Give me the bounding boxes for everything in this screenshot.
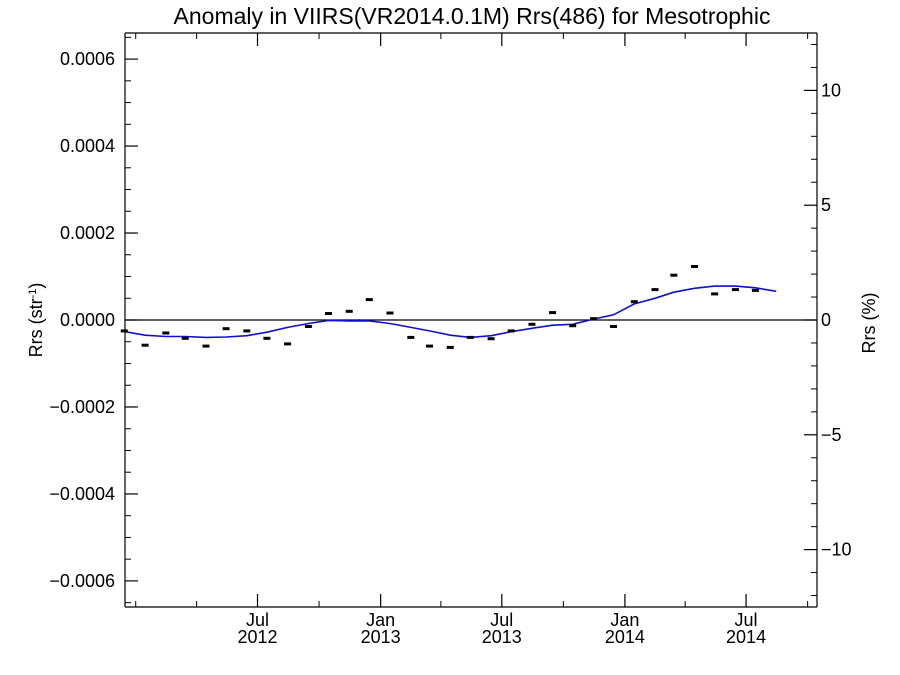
anomaly-marker	[243, 329, 251, 333]
anomaly-marker	[528, 322, 536, 326]
x-tick-year-label: 2012	[237, 627, 277, 647]
anomaly-marker	[670, 273, 678, 277]
anomaly-marker	[426, 344, 433, 348]
left-tick-label: 0.0000	[60, 310, 115, 330]
anomaly-marker	[630, 300, 638, 304]
anomaly-marker	[487, 337, 495, 341]
anomaly-marker	[651, 288, 659, 292]
anomaly-marker	[569, 324, 577, 328]
smoothed-anomaly-series	[124, 285, 777, 339]
left-tick-label: −0.0004	[49, 484, 115, 504]
anomaly-marker	[466, 335, 474, 339]
anomaly-marker	[549, 311, 557, 315]
right-tick-label: 10	[821, 80, 841, 100]
anomaly-marker	[731, 288, 739, 292]
x-tick-month-label: Jul	[490, 610, 513, 630]
anomaly-marker	[610, 325, 617, 328]
anomaly-marker	[202, 344, 210, 348]
anomaly-marker	[345, 309, 353, 313]
x-tick-year-label: 2013	[361, 627, 401, 647]
x-tick-year-label: 2013	[482, 627, 522, 647]
anomaly-marker	[507, 329, 515, 333]
x-tick-month-label: Jan	[610, 610, 639, 630]
anomaly-marker	[691, 265, 698, 268]
x-tick-year-label: 2014	[726, 627, 766, 647]
anomaly-marker	[590, 317, 597, 321]
right-tick-label: −10	[821, 540, 852, 560]
left-axis-title-base: Rrs (str	[26, 298, 46, 357]
x-tick-month-label: Jul	[735, 610, 758, 630]
x-tick-month-label: Jul	[246, 610, 269, 630]
anomaly-marker	[120, 329, 128, 333]
left-tick-label: 0.0002	[60, 223, 115, 243]
anomaly-marker	[141, 343, 149, 347]
right-tick-label: 0	[821, 310, 831, 330]
left-tick-label: −0.0006	[49, 571, 115, 591]
anomaly-marker	[446, 345, 454, 349]
anomaly-marker	[365, 298, 373, 302]
left-tick-label: 0.0004	[60, 136, 115, 156]
left-axis-title: Rrs (str-1)	[26, 283, 46, 358]
anomaly-marker	[162, 331, 170, 335]
anomaly-marker	[284, 342, 292, 346]
anomaly-marker	[751, 288, 759, 292]
anomaly-marker	[181, 336, 189, 340]
anomaly-marker	[263, 336, 271, 340]
monthly-anomaly-series	[120, 265, 759, 349]
x-tick-month-label: Jan	[366, 610, 395, 630]
x-tick-year-label: 2014	[605, 627, 645, 647]
left-tick-label: −0.0002	[49, 397, 115, 417]
anomaly-marker	[711, 292, 719, 296]
left-axis-title-close: )	[26, 283, 46, 289]
anomaly-marker	[222, 327, 230, 331]
right-tick-label: 5	[821, 195, 831, 215]
chart-title: Anomaly in VIIRS(VR2014.0.1M) Rrs(486) f…	[174, 3, 771, 29]
right-tick-label: −5	[821, 425, 842, 445]
right-axis-title: Rrs (%)	[859, 293, 879, 354]
left-tick-label: 0.0006	[60, 49, 115, 69]
left-axis-title-superscript: -1	[27, 289, 39, 299]
anomaly-marker	[386, 311, 394, 315]
anomaly-marker	[304, 325, 312, 328]
smoothed-anomaly-line	[124, 285, 777, 339]
anomaly-marker	[325, 312, 332, 315]
anomaly-marker	[407, 335, 415, 339]
